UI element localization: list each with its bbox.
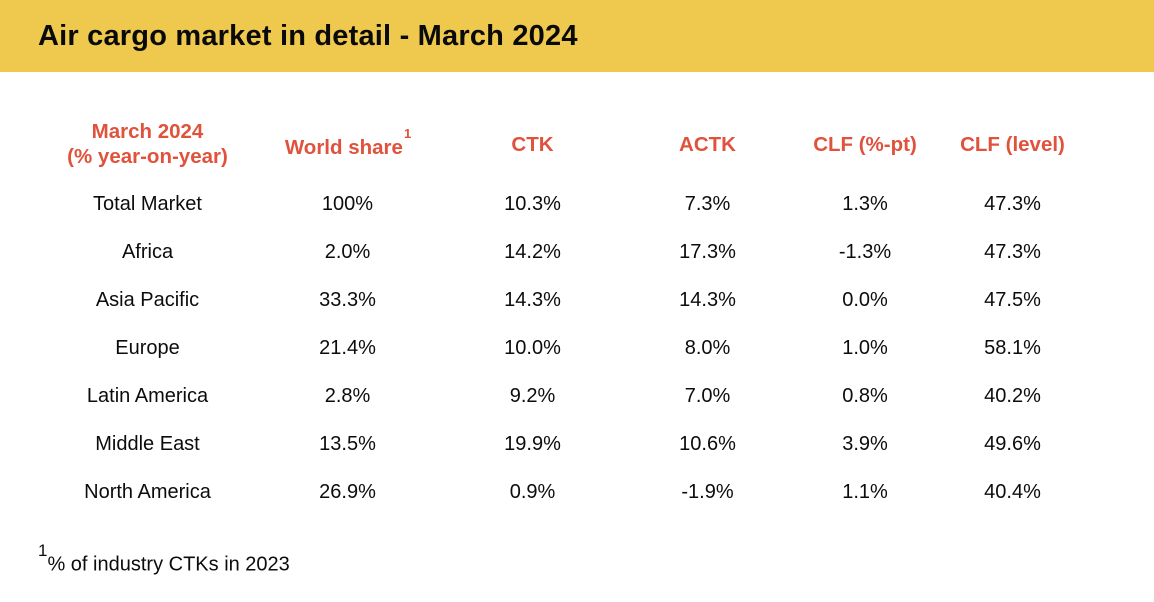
value-cell: 40.2% — [984, 384, 1041, 407]
value-cell: 26.9% — [319, 480, 376, 503]
air-cargo-table: March 2024 (% year-on-year) World share1… — [40, 108, 1085, 516]
value-cell: -1.3% — [838, 240, 892, 263]
value-cell: 47.3% — [984, 192, 1041, 215]
table-row: Asia Pacific 33.3% 14.3% 14.3% 0.0% 47.5% — [40, 276, 1085, 324]
footnote-text: % of industry CTKs in 2023 — [47, 553, 290, 576]
value-cell: 1.1% — [842, 480, 888, 503]
value-cell: 10.3% — [504, 192, 561, 215]
value-cell: 3.9% — [842, 432, 888, 455]
region-cell: Europe — [115, 336, 180, 359]
table-header: March 2024 (% year-on-year) World share1… — [40, 108, 1085, 180]
footnote-marker: 1 — [38, 541, 48, 560]
value-cell: 40.4% — [984, 480, 1041, 503]
region-cell: Africa — [121, 240, 174, 263]
table-body: Total Market 100% 10.3% 7.3% 1.3% 47.3% Africa… — [40, 180, 1085, 516]
region-cell: North America — [84, 480, 211, 503]
header-region-line2: (% year-on-year) — [67, 145, 228, 168]
column-header-ctk: CTK — [511, 132, 554, 156]
region-cell: Asia Pacific — [95, 288, 200, 311]
column-header-actk: ACTK — [679, 132, 736, 156]
table-row: Total Market 100% 10.3% 7.3% 1.3% 47.3% — [40, 180, 1085, 228]
value-cell: 33.3% — [319, 288, 376, 311]
value-cell: 14.2% — [504, 240, 561, 263]
value-cell: 0.0% — [842, 288, 888, 311]
table-row: Latin America 2.8% 9.2% 7.0% 0.8% 40.2% — [40, 372, 1085, 420]
value-cell: 10.6% — [679, 432, 736, 455]
value-cell: 10.0% — [504, 336, 561, 359]
value-cell: 14.3% — [504, 288, 561, 311]
value-cell: 100% — [321, 192, 374, 215]
region-cell: Latin America — [86, 384, 209, 407]
table-row: Africa 2.0% 14.2% 17.3% -1.3% 47.3% — [40, 228, 1085, 276]
table-row: North America 26.9% 0.9% -1.9% 1.1% 40.4% — [40, 468, 1085, 516]
world-share-footnote-marker: 1 — [403, 125, 412, 141]
value-cell: 1.0% — [842, 336, 888, 359]
column-header-world-share: World share1 — [284, 125, 412, 159]
title-banner: Air cargo market in detail - March 2024 — [0, 0, 1154, 72]
region-cell: Middle East — [95, 432, 200, 455]
value-cell: 19.9% — [504, 432, 561, 455]
footnote: 1% of industry CTKs in 2023 — [38, 541, 1154, 577]
value-cell: 14.3% — [679, 288, 736, 311]
column-header-region: March 2024 (% year-on-year) — [40, 108, 255, 180]
value-cell: 8.0% — [684, 336, 731, 359]
value-cell: 7.3% — [684, 192, 731, 215]
value-cell: 0.8% — [842, 384, 888, 407]
header-row: March 2024 (% year-on-year) World share1… — [40, 108, 1085, 180]
value-cell: 17.3% — [679, 240, 736, 263]
column-header-clf-level: CLF (level) — [960, 132, 1065, 156]
table-row: Middle East 13.5% 19.9% 10.6% 3.9% 49.6% — [40, 420, 1085, 468]
header-region-line1: March 2024 — [91, 120, 204, 143]
region-cell: Total Market — [93, 192, 202, 215]
value-cell: 13.5% — [319, 432, 376, 455]
value-cell: 49.6% — [984, 432, 1041, 455]
column-header-clf-pt: CLF (%-pt) — [813, 132, 917, 156]
value-cell: 0.9% — [509, 480, 556, 503]
value-cell: 58.1% — [984, 336, 1041, 359]
value-cell: 47.3% — [984, 240, 1041, 263]
value-cell: 7.0% — [684, 384, 731, 407]
value-cell: 2.8% — [324, 384, 371, 407]
value-cell: 1.3% — [842, 192, 888, 215]
table-row: Europe 21.4% 10.0% 8.0% 1.0% 58.1% — [40, 324, 1085, 372]
value-cell: 47.5% — [984, 288, 1041, 311]
value-cell: 2.0% — [324, 240, 371, 263]
page-title: Air cargo market in detail - March 2024 — [38, 19, 578, 52]
value-cell: 21.4% — [319, 336, 376, 359]
value-cell: 9.2% — [509, 384, 556, 407]
value-cell: -1.9% — [681, 480, 734, 503]
